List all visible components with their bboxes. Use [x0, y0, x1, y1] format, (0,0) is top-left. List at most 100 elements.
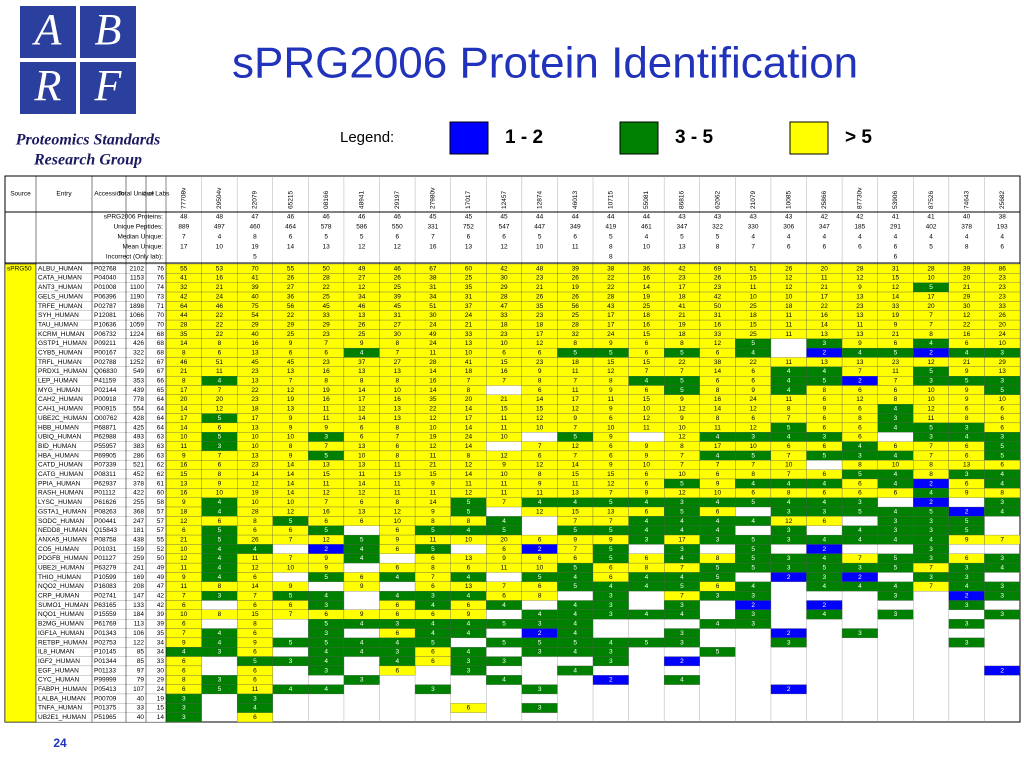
summary-value: 578 — [321, 224, 332, 231]
cell-value: 29 — [963, 293, 971, 300]
cell-value: 3 — [894, 415, 898, 422]
accession: P61769 — [94, 621, 117, 628]
cell-value: 13 — [180, 480, 188, 487]
summary-value: 347 — [677, 224, 688, 231]
cell-value: 7 — [1000, 536, 1004, 543]
summary-value: 44 — [643, 214, 651, 221]
cell-value: 6 — [538, 452, 542, 459]
cell-value: 18 — [678, 331, 686, 338]
cell-value: 5 — [929, 284, 933, 291]
heat-cell — [948, 600, 985, 610]
cell-value: 17 — [678, 284, 686, 291]
accession: P06732 — [94, 331, 117, 338]
entry: LYSC_HUMAN — [38, 499, 82, 506]
cell-value: 6 — [645, 387, 649, 394]
cell-value: 10 — [287, 499, 295, 506]
cell-value: 17 — [714, 443, 722, 450]
cell-value: 7 — [573, 546, 577, 553]
cell-value: 3 — [289, 658, 293, 665]
total-unique: 169 — [133, 574, 144, 581]
lab-count: 62 — [157, 462, 165, 469]
cell-value: 13 — [358, 312, 366, 319]
entry: SUMO1_HUMAN — [38, 602, 89, 609]
total-unique: 1153 — [130, 275, 144, 282]
cell-value: 2 — [538, 546, 542, 553]
cell-value: 3 — [858, 452, 862, 459]
cell-value: 3 — [324, 602, 328, 609]
cell-value: 28 — [572, 321, 580, 328]
cell-value: 20 — [465, 396, 473, 403]
cell-value: 4 — [395, 593, 399, 600]
cell-value: 3 — [965, 471, 969, 478]
cell-value: 19 — [572, 284, 580, 291]
cell-value: 12 — [678, 434, 686, 441]
cell-value: 21 — [892, 331, 900, 338]
heat-cell — [735, 619, 772, 629]
cell-value: 14 — [358, 415, 366, 422]
total-unique: 549 — [133, 368, 144, 375]
cell-value: 46 — [394, 265, 402, 272]
summary-value: 45 — [500, 214, 508, 221]
logo-tile — [20, 6, 76, 58]
accession: P09211 — [94, 340, 116, 347]
cell-value: 8 — [395, 424, 399, 431]
entry: CATA_HUMAN — [38, 275, 82, 282]
summary-value: 6 — [467, 234, 471, 241]
cell-value: 10 — [536, 424, 544, 431]
lab-count: 39 — [157, 621, 165, 628]
total-unique: 33 — [137, 705, 145, 712]
summary-value: 12 — [358, 244, 366, 251]
cell-value: 5 — [680, 583, 684, 590]
cell-value: 17 — [821, 293, 829, 300]
cell-value: 4 — [360, 546, 364, 553]
summary-value: 6 — [1000, 244, 1004, 251]
cell-value: 14 — [714, 406, 722, 413]
cell-value: 9 — [573, 536, 577, 543]
cell-value: 8 — [467, 387, 471, 394]
cell-value: 6 — [645, 555, 649, 562]
cell-value: 12 — [750, 424, 758, 431]
cell-value: 4 — [965, 583, 969, 590]
cell-value: 3 — [680, 546, 684, 553]
lab-count: 71 — [157, 303, 165, 310]
cell-value: 6 — [324, 518, 328, 525]
heat-cell — [521, 684, 558, 695]
cell-value: 48 — [536, 265, 544, 272]
cell-value: 4 — [218, 564, 222, 571]
cell-value: 15 — [536, 406, 544, 413]
cell-value: 7 — [289, 611, 293, 618]
cell-value: 4 — [324, 686, 328, 693]
total-unique: 106 — [133, 630, 144, 637]
heat-cell — [984, 534, 1021, 545]
cell-value: 5 — [680, 480, 684, 487]
cell-value: 5 — [289, 518, 293, 525]
cell-value: 11 — [323, 415, 330, 422]
cell-value: 7 — [573, 378, 577, 385]
cell-value: 6 — [502, 593, 506, 600]
cell-value: 5 — [680, 350, 684, 357]
cell-value: 8 — [182, 677, 186, 684]
entry: CYC_HUMAN — [38, 677, 79, 684]
cell-value: 4 — [324, 593, 328, 600]
cell-value: 11 — [714, 424, 721, 431]
lab-count: 57 — [157, 518, 165, 525]
summary-value: 12 — [500, 244, 508, 251]
cell-value: 43 — [607, 303, 615, 310]
cell-value: 5 — [929, 424, 933, 431]
cell-value: 2 — [929, 499, 933, 506]
cell-value: 12 — [465, 462, 473, 469]
heat-cell — [877, 590, 914, 601]
cell-value: 10 — [643, 406, 651, 413]
cell-value: 17 — [678, 536, 686, 543]
cell-value: 4 — [787, 378, 791, 385]
cell-value: 6 — [858, 480, 862, 487]
summary-value: 4 — [965, 234, 969, 241]
cell-value: 19 — [643, 293, 651, 300]
total-unique: 425 — [133, 424, 144, 431]
cell-value: 17 — [251, 415, 259, 422]
accession: Q06830 — [94, 368, 118, 375]
cell-value: 30 — [500, 275, 508, 282]
cell-value: 6 — [645, 350, 649, 357]
lab-id: 17017 — [465, 191, 472, 209]
lab-count: 49 — [157, 574, 165, 581]
